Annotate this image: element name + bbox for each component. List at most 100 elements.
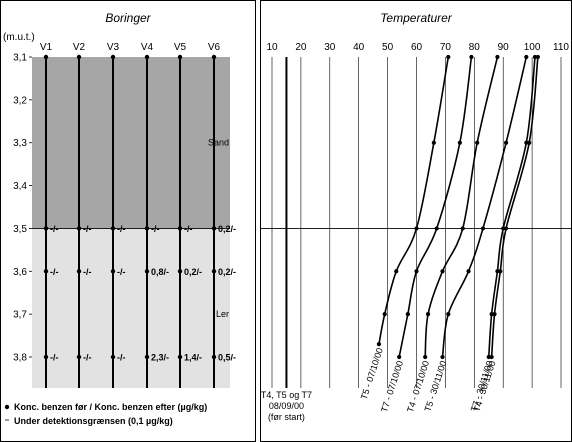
sample-point — [211, 226, 217, 231]
series-point — [524, 54, 529, 60]
series-point — [527, 140, 532, 145]
depth-tick-label: 3,4 — [13, 181, 27, 192]
bore-label-v4: V4 — [141, 42, 154, 53]
sample-value-label: -/- — [117, 267, 126, 277]
bore-top-marker — [43, 54, 49, 60]
series-point — [532, 54, 538, 60]
sample-value-label: -/- — [50, 224, 59, 234]
series-point — [503, 140, 509, 145]
bore-top-marker — [144, 54, 150, 60]
depth-tick-label: 3,7 — [13, 310, 27, 321]
series-point — [394, 269, 399, 274]
temp-tick-label: 20 — [295, 42, 307, 53]
series-point — [466, 269, 471, 274]
series-point — [460, 226, 465, 231]
series-point — [480, 226, 486, 231]
sample-value-label: -/- — [83, 267, 92, 277]
temp-tick-label: 90 — [498, 42, 510, 53]
start-annotation-line: 08/09/00 — [269, 401, 304, 411]
start-annotation-line: T4, T5 og T7 — [261, 390, 312, 400]
boringer-title: Boringer — [105, 11, 151, 25]
series-point — [489, 312, 494, 317]
series-point — [425, 312, 431, 317]
depth-tick-label: 3,1 — [13, 53, 27, 64]
temp-tick-label: 70 — [440, 42, 452, 53]
series-point — [382, 312, 387, 317]
series-point — [446, 54, 451, 60]
series-point — [486, 354, 491, 360]
series-point — [457, 140, 462, 145]
sample-point — [110, 269, 116, 274]
sample-point — [144, 226, 150, 231]
series-point — [503, 226, 509, 231]
sample-point — [144, 269, 150, 274]
start-annotation-line: (før start) — [268, 412, 305, 422]
series-point — [431, 140, 436, 145]
depth-tick-label: 3,5 — [13, 224, 27, 235]
series-point — [440, 269, 445, 274]
sample-point — [43, 269, 49, 274]
sample-value-label: -/- — [151, 224, 160, 234]
temp-tick-label: 80 — [469, 42, 481, 53]
bore-label-v6: V6 — [208, 42, 221, 53]
sample-point — [211, 269, 217, 274]
sample-point — [76, 354, 82, 360]
bore-label-v2: V2 — [73, 42, 86, 53]
series-point — [376, 342, 382, 347]
bore-top-marker — [110, 54, 116, 60]
sample-point — [43, 354, 49, 360]
sample-value-label: 0,5/- — [218, 353, 236, 363]
series-point — [423, 354, 428, 360]
sample-value-label: 0,2/- — [218, 267, 236, 277]
bore-top-marker — [211, 54, 217, 60]
sample-value-label: -/- — [50, 267, 59, 277]
series-point — [446, 312, 451, 317]
series-point — [498, 269, 503, 274]
sample-value-label: 0,8/- — [151, 267, 169, 277]
depth-tick-label: 3,6 — [13, 267, 27, 278]
series-point — [495, 54, 500, 60]
sample-value-label: 2,3/- — [151, 353, 169, 363]
sample-value-label: -/- — [117, 224, 126, 234]
temp-tick-label: 60 — [411, 42, 423, 53]
sample-point — [211, 354, 217, 360]
bore-top-marker — [177, 54, 183, 60]
bore-label-v5: V5 — [174, 42, 187, 53]
sample-value-label: -/- — [184, 224, 193, 234]
temp-tick-label: 50 — [382, 42, 394, 53]
sample-point — [76, 226, 82, 231]
soil-layer-label: Ler — [216, 309, 229, 319]
temp-tick-label: 30 — [324, 42, 336, 53]
series-point — [469, 54, 474, 60]
bore-label-v3: V3 — [107, 42, 120, 53]
right-panel-frame — [260, 0, 572, 442]
series-point — [434, 226, 439, 231]
sample-value-label: -/- — [83, 224, 92, 234]
temp-tick-label: 100 — [524, 42, 541, 53]
temperaturer-title: Temperaturer — [380, 11, 453, 25]
soil-layer-ler — [32, 228, 230, 388]
series-point — [489, 354, 494, 360]
sample-point — [177, 269, 183, 274]
soil-layer-sand — [32, 57, 230, 229]
sample-value-label: -/- — [117, 353, 126, 363]
bore-top-marker — [76, 54, 82, 60]
temp-tick-label: 10 — [266, 42, 278, 53]
sample-point — [110, 354, 116, 360]
depth-axis-label: (m.u.t.) — [3, 32, 35, 43]
temp-tick-label: 110 — [553, 42, 569, 53]
series-point — [475, 140, 480, 145]
series-point — [501, 226, 506, 231]
legend-item-concentration: Konc. benzen før / Konc. benzen efter (µ… — [14, 402, 207, 412]
series-point — [414, 226, 419, 231]
sample-value-label: 0,2/- — [218, 224, 236, 234]
temp-tick-label: 40 — [353, 42, 365, 53]
series-point — [440, 354, 445, 360]
sample-point — [177, 226, 183, 231]
depth-tick-label: 3,2 — [13, 95, 27, 106]
series-point — [524, 140, 529, 145]
boringer-panel: Boringer (m.u.t.) Sand Ler 3,1 3,2 3,3 3,4 3,5 3,… — [3, 11, 236, 426]
series-point — [414, 269, 419, 274]
series-point — [397, 354, 402, 360]
